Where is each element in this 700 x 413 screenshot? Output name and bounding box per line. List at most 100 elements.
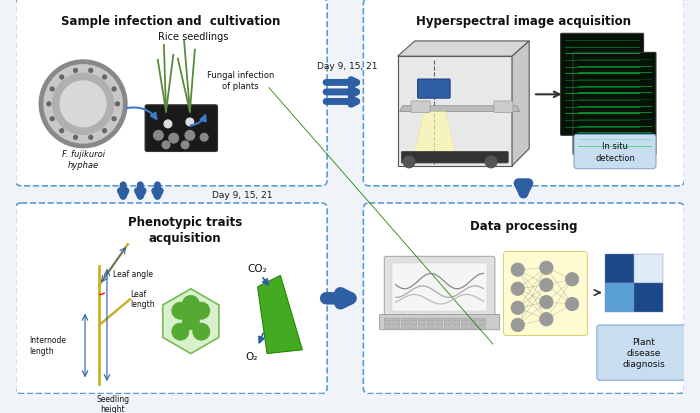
Text: CO₂: CO₂ — [248, 263, 267, 273]
FancyBboxPatch shape — [470, 322, 477, 325]
FancyBboxPatch shape — [145, 106, 218, 152]
Circle shape — [74, 136, 78, 140]
Text: Leaf
length: Leaf length — [130, 289, 155, 308]
Circle shape — [103, 76, 106, 80]
FancyBboxPatch shape — [574, 135, 656, 169]
FancyBboxPatch shape — [573, 53, 656, 155]
FancyBboxPatch shape — [401, 326, 408, 329]
FancyBboxPatch shape — [444, 326, 452, 329]
Circle shape — [112, 118, 116, 121]
Circle shape — [182, 296, 199, 313]
FancyBboxPatch shape — [363, 0, 685, 186]
FancyBboxPatch shape — [419, 318, 426, 321]
Circle shape — [403, 157, 415, 169]
Polygon shape — [258, 276, 302, 354]
Circle shape — [566, 298, 579, 311]
Circle shape — [50, 118, 54, 121]
Text: O₂: O₂ — [246, 351, 258, 361]
FancyBboxPatch shape — [393, 318, 400, 321]
FancyBboxPatch shape — [384, 326, 391, 329]
Circle shape — [169, 134, 178, 144]
Polygon shape — [400, 107, 519, 112]
FancyBboxPatch shape — [393, 326, 400, 329]
FancyBboxPatch shape — [363, 204, 685, 394]
FancyBboxPatch shape — [384, 257, 495, 320]
Text: Internode
length: Internode length — [29, 335, 66, 355]
Circle shape — [162, 142, 170, 149]
FancyBboxPatch shape — [494, 102, 513, 113]
FancyBboxPatch shape — [384, 318, 391, 321]
Circle shape — [540, 279, 553, 292]
Circle shape — [44, 66, 122, 144]
Circle shape — [485, 157, 497, 169]
Circle shape — [511, 263, 524, 277]
Circle shape — [52, 74, 113, 135]
Circle shape — [172, 323, 189, 340]
Polygon shape — [398, 57, 512, 166]
Circle shape — [47, 103, 50, 107]
FancyBboxPatch shape — [479, 318, 486, 321]
FancyBboxPatch shape — [15, 0, 327, 186]
FancyBboxPatch shape — [427, 318, 434, 321]
Polygon shape — [413, 112, 457, 159]
Text: Leaf angle: Leaf angle — [113, 269, 153, 278]
Circle shape — [60, 129, 64, 133]
FancyBboxPatch shape — [561, 34, 643, 136]
Text: Hyperspectral image acquisition: Hyperspectral image acquisition — [416, 15, 631, 28]
Circle shape — [154, 131, 163, 141]
FancyBboxPatch shape — [435, 322, 442, 325]
FancyBboxPatch shape — [503, 252, 587, 336]
FancyBboxPatch shape — [410, 326, 417, 329]
Bar — [634, 283, 663, 312]
FancyBboxPatch shape — [392, 263, 487, 311]
FancyBboxPatch shape — [470, 318, 477, 321]
FancyBboxPatch shape — [453, 318, 460, 321]
Text: Plant
disease
diagnosis: Plant disease diagnosis — [622, 337, 665, 368]
Circle shape — [181, 142, 189, 149]
Text: Phenotypic traits
acquisition: Phenotypic traits acquisition — [128, 216, 242, 244]
Circle shape — [186, 119, 194, 126]
Polygon shape — [512, 42, 529, 166]
Circle shape — [50, 88, 54, 92]
Circle shape — [60, 82, 106, 128]
Circle shape — [540, 313, 553, 326]
FancyBboxPatch shape — [402, 152, 508, 164]
FancyBboxPatch shape — [444, 318, 452, 321]
Circle shape — [89, 69, 92, 73]
Circle shape — [39, 61, 127, 148]
FancyBboxPatch shape — [419, 322, 426, 325]
Text: Rice seedlings: Rice seedlings — [158, 32, 228, 42]
Circle shape — [193, 323, 210, 340]
FancyBboxPatch shape — [597, 325, 690, 380]
FancyBboxPatch shape — [461, 322, 468, 325]
FancyBboxPatch shape — [418, 80, 450, 99]
FancyBboxPatch shape — [401, 322, 408, 325]
Text: Day 9, 15, 21: Day 9, 15, 21 — [317, 62, 377, 71]
FancyBboxPatch shape — [411, 102, 430, 113]
Circle shape — [182, 313, 199, 330]
FancyBboxPatch shape — [461, 318, 468, 321]
FancyBboxPatch shape — [479, 326, 486, 329]
FancyBboxPatch shape — [453, 326, 460, 329]
Bar — [634, 255, 663, 283]
FancyBboxPatch shape — [379, 315, 500, 330]
FancyBboxPatch shape — [384, 322, 391, 325]
Text: Sample infection and  cultivation: Sample infection and cultivation — [61, 15, 281, 28]
Circle shape — [89, 136, 92, 140]
FancyBboxPatch shape — [435, 326, 442, 329]
Circle shape — [566, 273, 579, 286]
FancyBboxPatch shape — [419, 326, 426, 329]
Circle shape — [200, 134, 208, 142]
FancyBboxPatch shape — [435, 318, 442, 321]
FancyBboxPatch shape — [410, 322, 417, 325]
FancyBboxPatch shape — [479, 322, 486, 325]
FancyBboxPatch shape — [427, 322, 434, 325]
FancyBboxPatch shape — [470, 326, 477, 329]
Bar — [606, 283, 634, 312]
Text: F. fujikuroi
hyphae: F. fujikuroi hyphae — [62, 150, 105, 170]
Bar — [606, 255, 634, 283]
Circle shape — [511, 282, 524, 296]
Text: Fungal infection
of plants: Fungal infection of plants — [206, 71, 274, 91]
Circle shape — [172, 302, 189, 320]
Circle shape — [103, 129, 106, 133]
